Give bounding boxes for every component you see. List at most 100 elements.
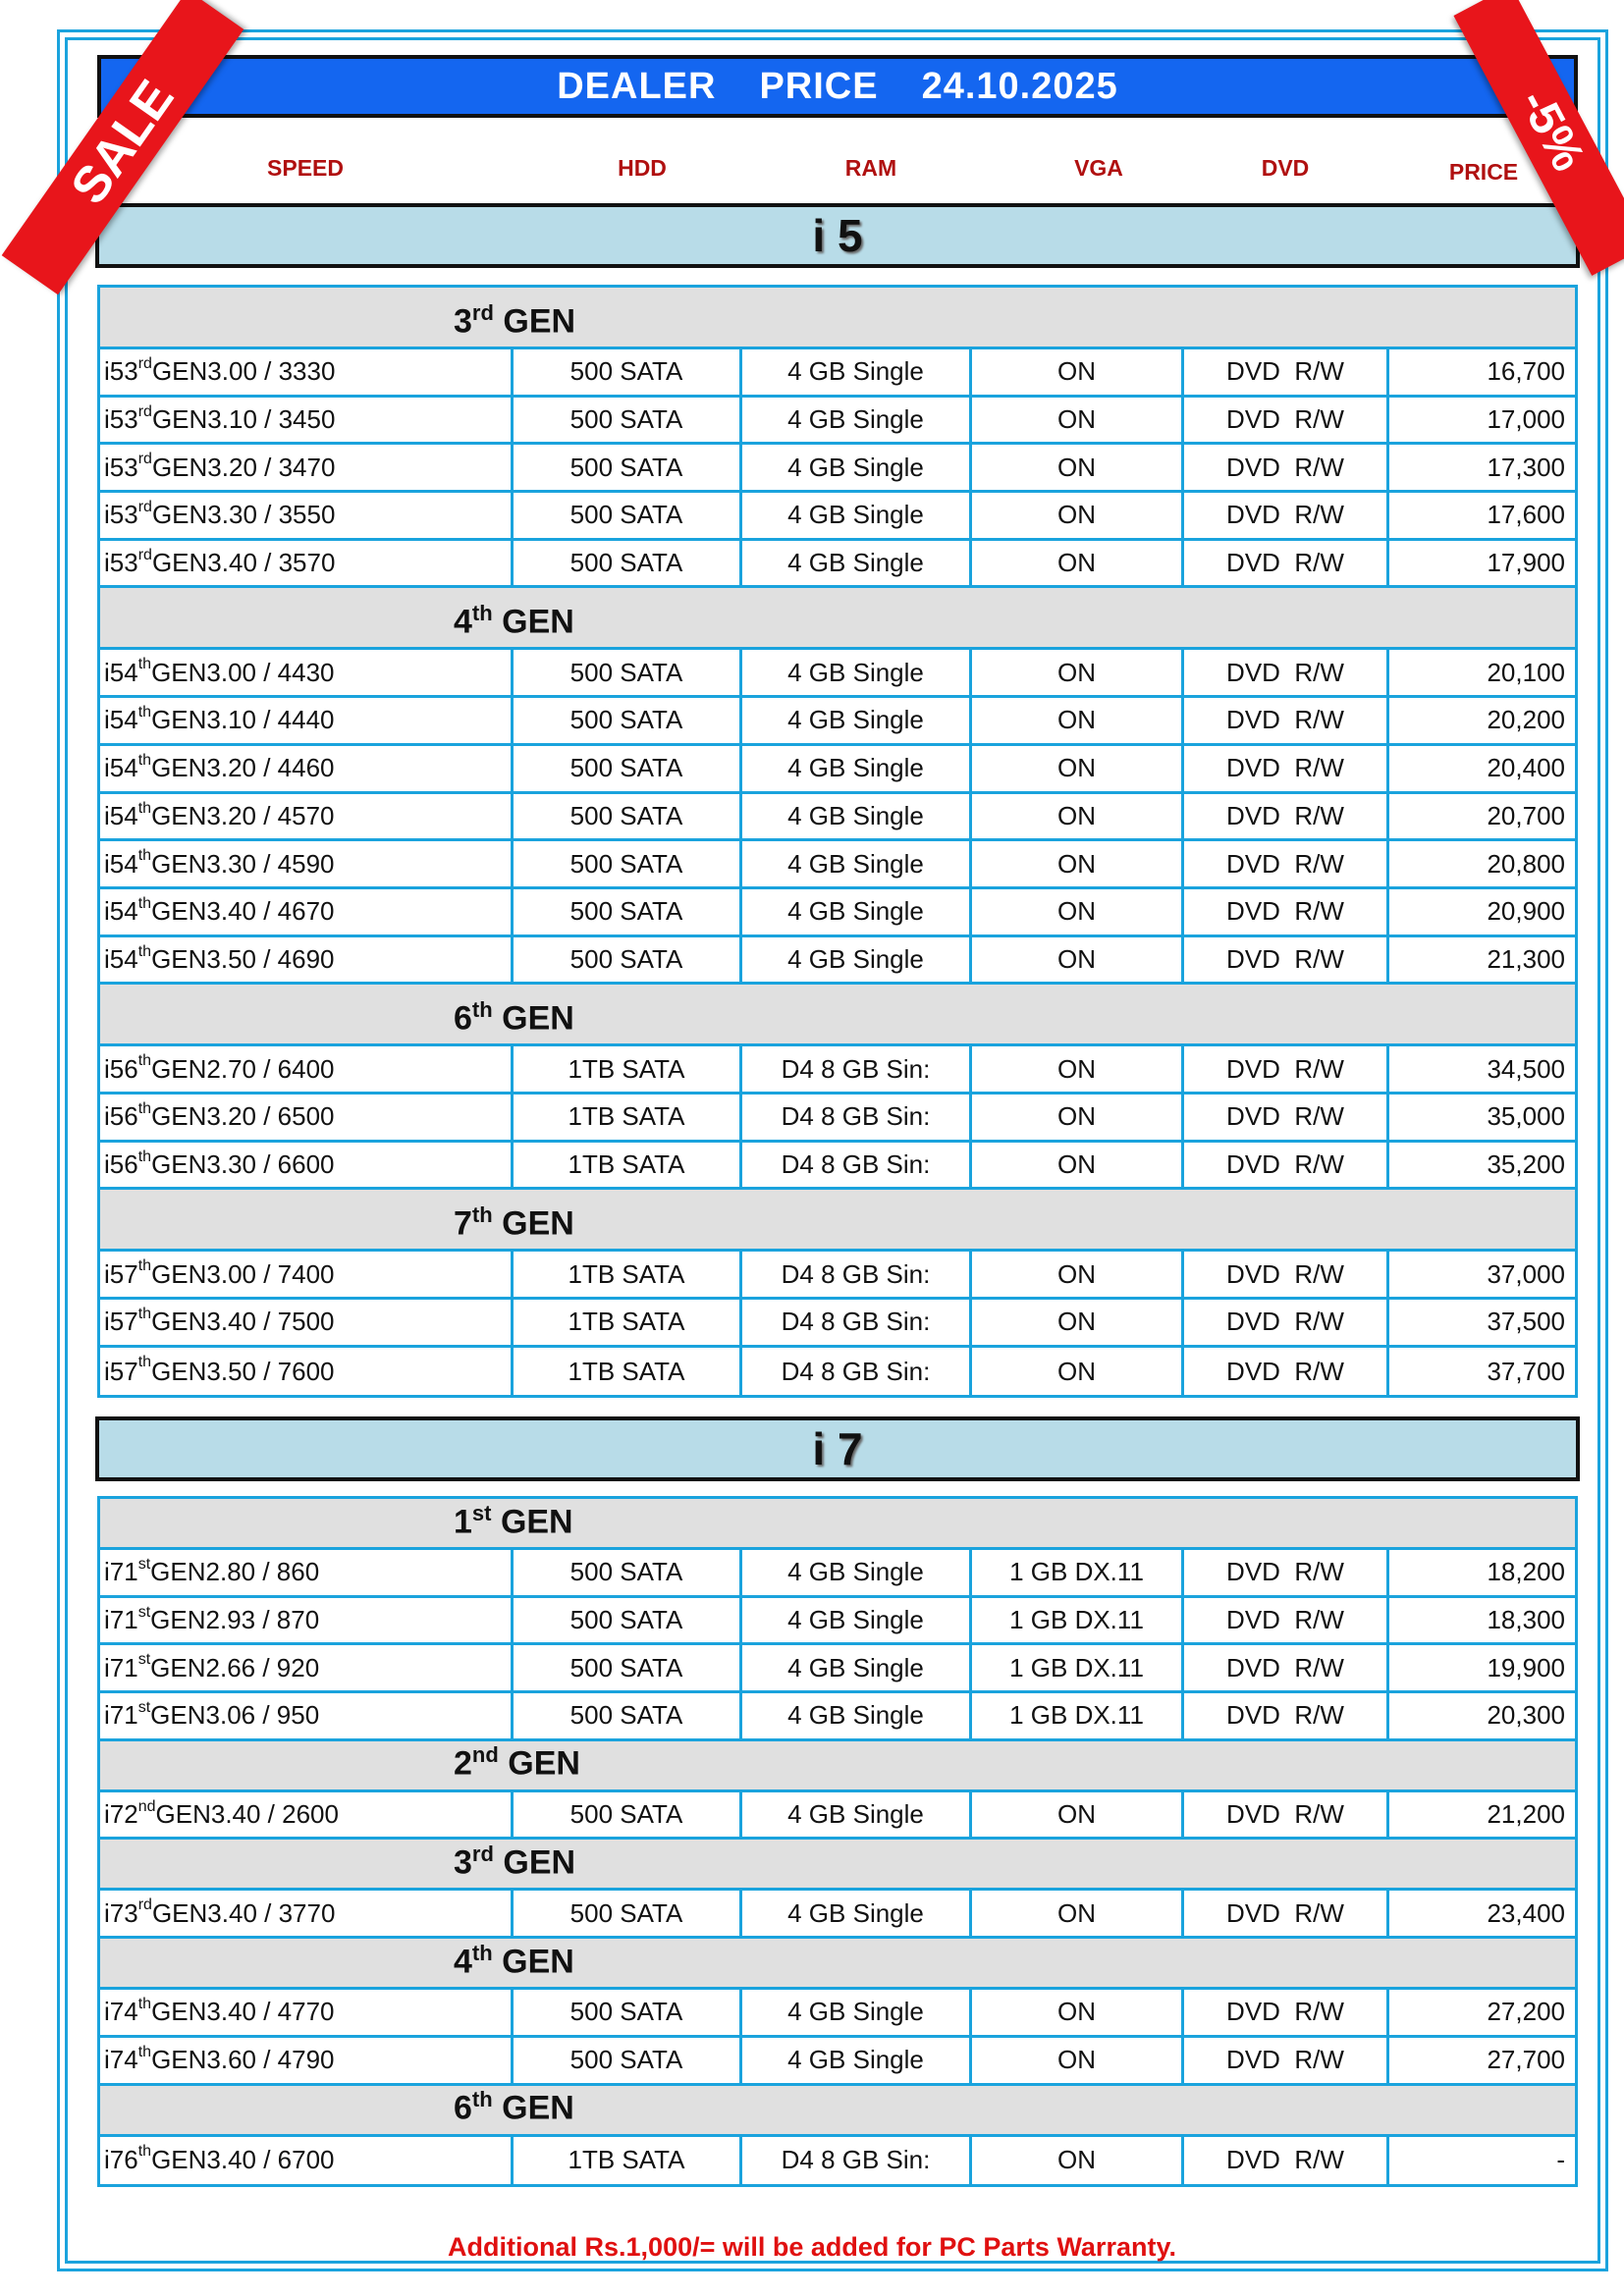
model: i5 xyxy=(104,1053,125,1084)
gen-number: 1 xyxy=(454,1503,472,1540)
model: i7 xyxy=(104,1605,125,1635)
cell-dvd: DVD R/W xyxy=(1184,1252,1389,1297)
cell-hdd: 500 SATA xyxy=(514,793,742,839)
cell-price: 20,200 xyxy=(1487,705,1565,735)
cell-ram: 4 GB Single xyxy=(742,349,972,395)
cell-dvd: DVD R/W xyxy=(1184,397,1389,443)
gen-word: GEN xyxy=(151,1997,207,2027)
cell-hdd: 1TB SATA xyxy=(514,1252,742,1297)
gen-word: GEN xyxy=(500,1503,573,1540)
gen-number: 3 xyxy=(454,1843,472,1882)
cpu-section-i7: i 7 xyxy=(95,1416,1580,1481)
cell-ram: 4 GB Single xyxy=(742,445,972,491)
gen-suffix: th xyxy=(137,1099,152,1117)
cell-ram: 4 GB Single xyxy=(742,698,972,743)
cell-vga: ON xyxy=(972,888,1184,934)
gen-number: 3 xyxy=(124,356,138,387)
model: i5 xyxy=(104,548,125,578)
cell-dvd: DVD R/W xyxy=(1184,1791,1389,1838)
gen-word: GEN xyxy=(151,1897,208,1928)
speed-value: 3.60 / 4790 xyxy=(206,2045,335,2075)
cell-hdd: 500 SATA xyxy=(514,1550,742,1595)
cell-dvd: DVD R/W xyxy=(1184,493,1389,538)
generation-label: 4th GEN xyxy=(454,601,574,641)
cpu-section-i5: i 5 xyxy=(95,203,1580,268)
gen-word: GEN xyxy=(151,705,207,735)
gen-number: 4 xyxy=(124,705,138,735)
gen-suffix: st xyxy=(137,1556,151,1573)
cell-dvd: DVD R/W xyxy=(1184,793,1389,839)
model: i5 xyxy=(104,404,125,435)
title-dealer: DEALER xyxy=(557,65,717,107)
model: i5 xyxy=(104,500,125,530)
gen-number: 6 xyxy=(124,2145,138,2175)
cell-hdd: 500 SATA xyxy=(514,1693,742,1738)
cell-price: 20,800 xyxy=(1487,848,1565,879)
cell-vga: ON xyxy=(972,1094,1184,1140)
gen-suffix: rd xyxy=(137,355,152,372)
gen-word: GEN xyxy=(151,943,207,974)
cell-vga: ON xyxy=(972,1300,1184,1345)
cell-vga: 1 GB DX.11 xyxy=(972,1597,1184,1643)
cell-dvd: DVD R/W xyxy=(1184,349,1389,395)
speed-value: 3.10 / 3450 xyxy=(207,404,336,435)
gen-suffix: th xyxy=(137,1353,152,1370)
cell-ram: D4 8 GB Sin: xyxy=(742,1347,972,1396)
cell-ram: 4 GB Single xyxy=(742,540,972,586)
gen-number: 1 xyxy=(124,1652,138,1682)
speed-value: 2.93 / 870 xyxy=(205,1605,320,1635)
cell-dvd: DVD R/W xyxy=(1184,936,1389,983)
model: i5 xyxy=(104,452,125,482)
model: i5 xyxy=(104,896,125,927)
speed-value: 3.50 / 7600 xyxy=(206,1356,335,1386)
cell-dvd: DVD R/W xyxy=(1184,445,1389,491)
generation-header: 3rd GEN xyxy=(100,288,1575,349)
cell-price: 23,400 xyxy=(1487,1897,1565,1928)
cell-price: 17,000 xyxy=(1487,404,1565,435)
cell-dvd: DVD R/W xyxy=(1184,1094,1389,1140)
cell-dvd: DVD R/W xyxy=(1184,841,1389,886)
speed-value: 3.20 / 6500 xyxy=(206,1101,335,1132)
speed-value: 3.40 / 4670 xyxy=(206,896,335,927)
column-header-hdd: HDD xyxy=(618,155,667,181)
cell-hdd: 500 SATA xyxy=(514,1791,742,1838)
cell-dvd: DVD R/W xyxy=(1184,888,1389,934)
cell-vga: ON xyxy=(972,1990,1184,2035)
gen-number: 3 xyxy=(124,1897,138,1928)
gen-number: 4 xyxy=(124,2045,138,2075)
gen-number: 4 xyxy=(124,753,138,783)
gen-word: GEN xyxy=(151,2145,207,2175)
generation-header: 7th GEN xyxy=(100,1190,1575,1253)
gen-suffix: rd xyxy=(137,1896,152,1914)
speed-value: 3.40 / 4770 xyxy=(206,1997,335,2027)
gen-suffix: nd xyxy=(137,1797,156,1815)
gen-suffix: th xyxy=(137,894,152,912)
cell-price: 35,000 xyxy=(1487,1101,1565,1132)
speed-value: 3.30 / 3550 xyxy=(207,500,336,530)
cell-hdd: 1TB SATA xyxy=(514,2136,742,2185)
gen-suffix: th xyxy=(137,704,152,721)
cell-hdd: 500 SATA xyxy=(514,2037,742,2083)
cell-hdd: 500 SATA xyxy=(514,397,742,443)
cell-dvd: DVD R/W xyxy=(1184,650,1389,696)
cell-price: 20,100 xyxy=(1487,657,1565,687)
gen-suffix: th xyxy=(471,601,493,626)
cell-vga: ON xyxy=(972,397,1184,443)
cell-dvd: DVD R/W xyxy=(1184,1142,1389,1188)
